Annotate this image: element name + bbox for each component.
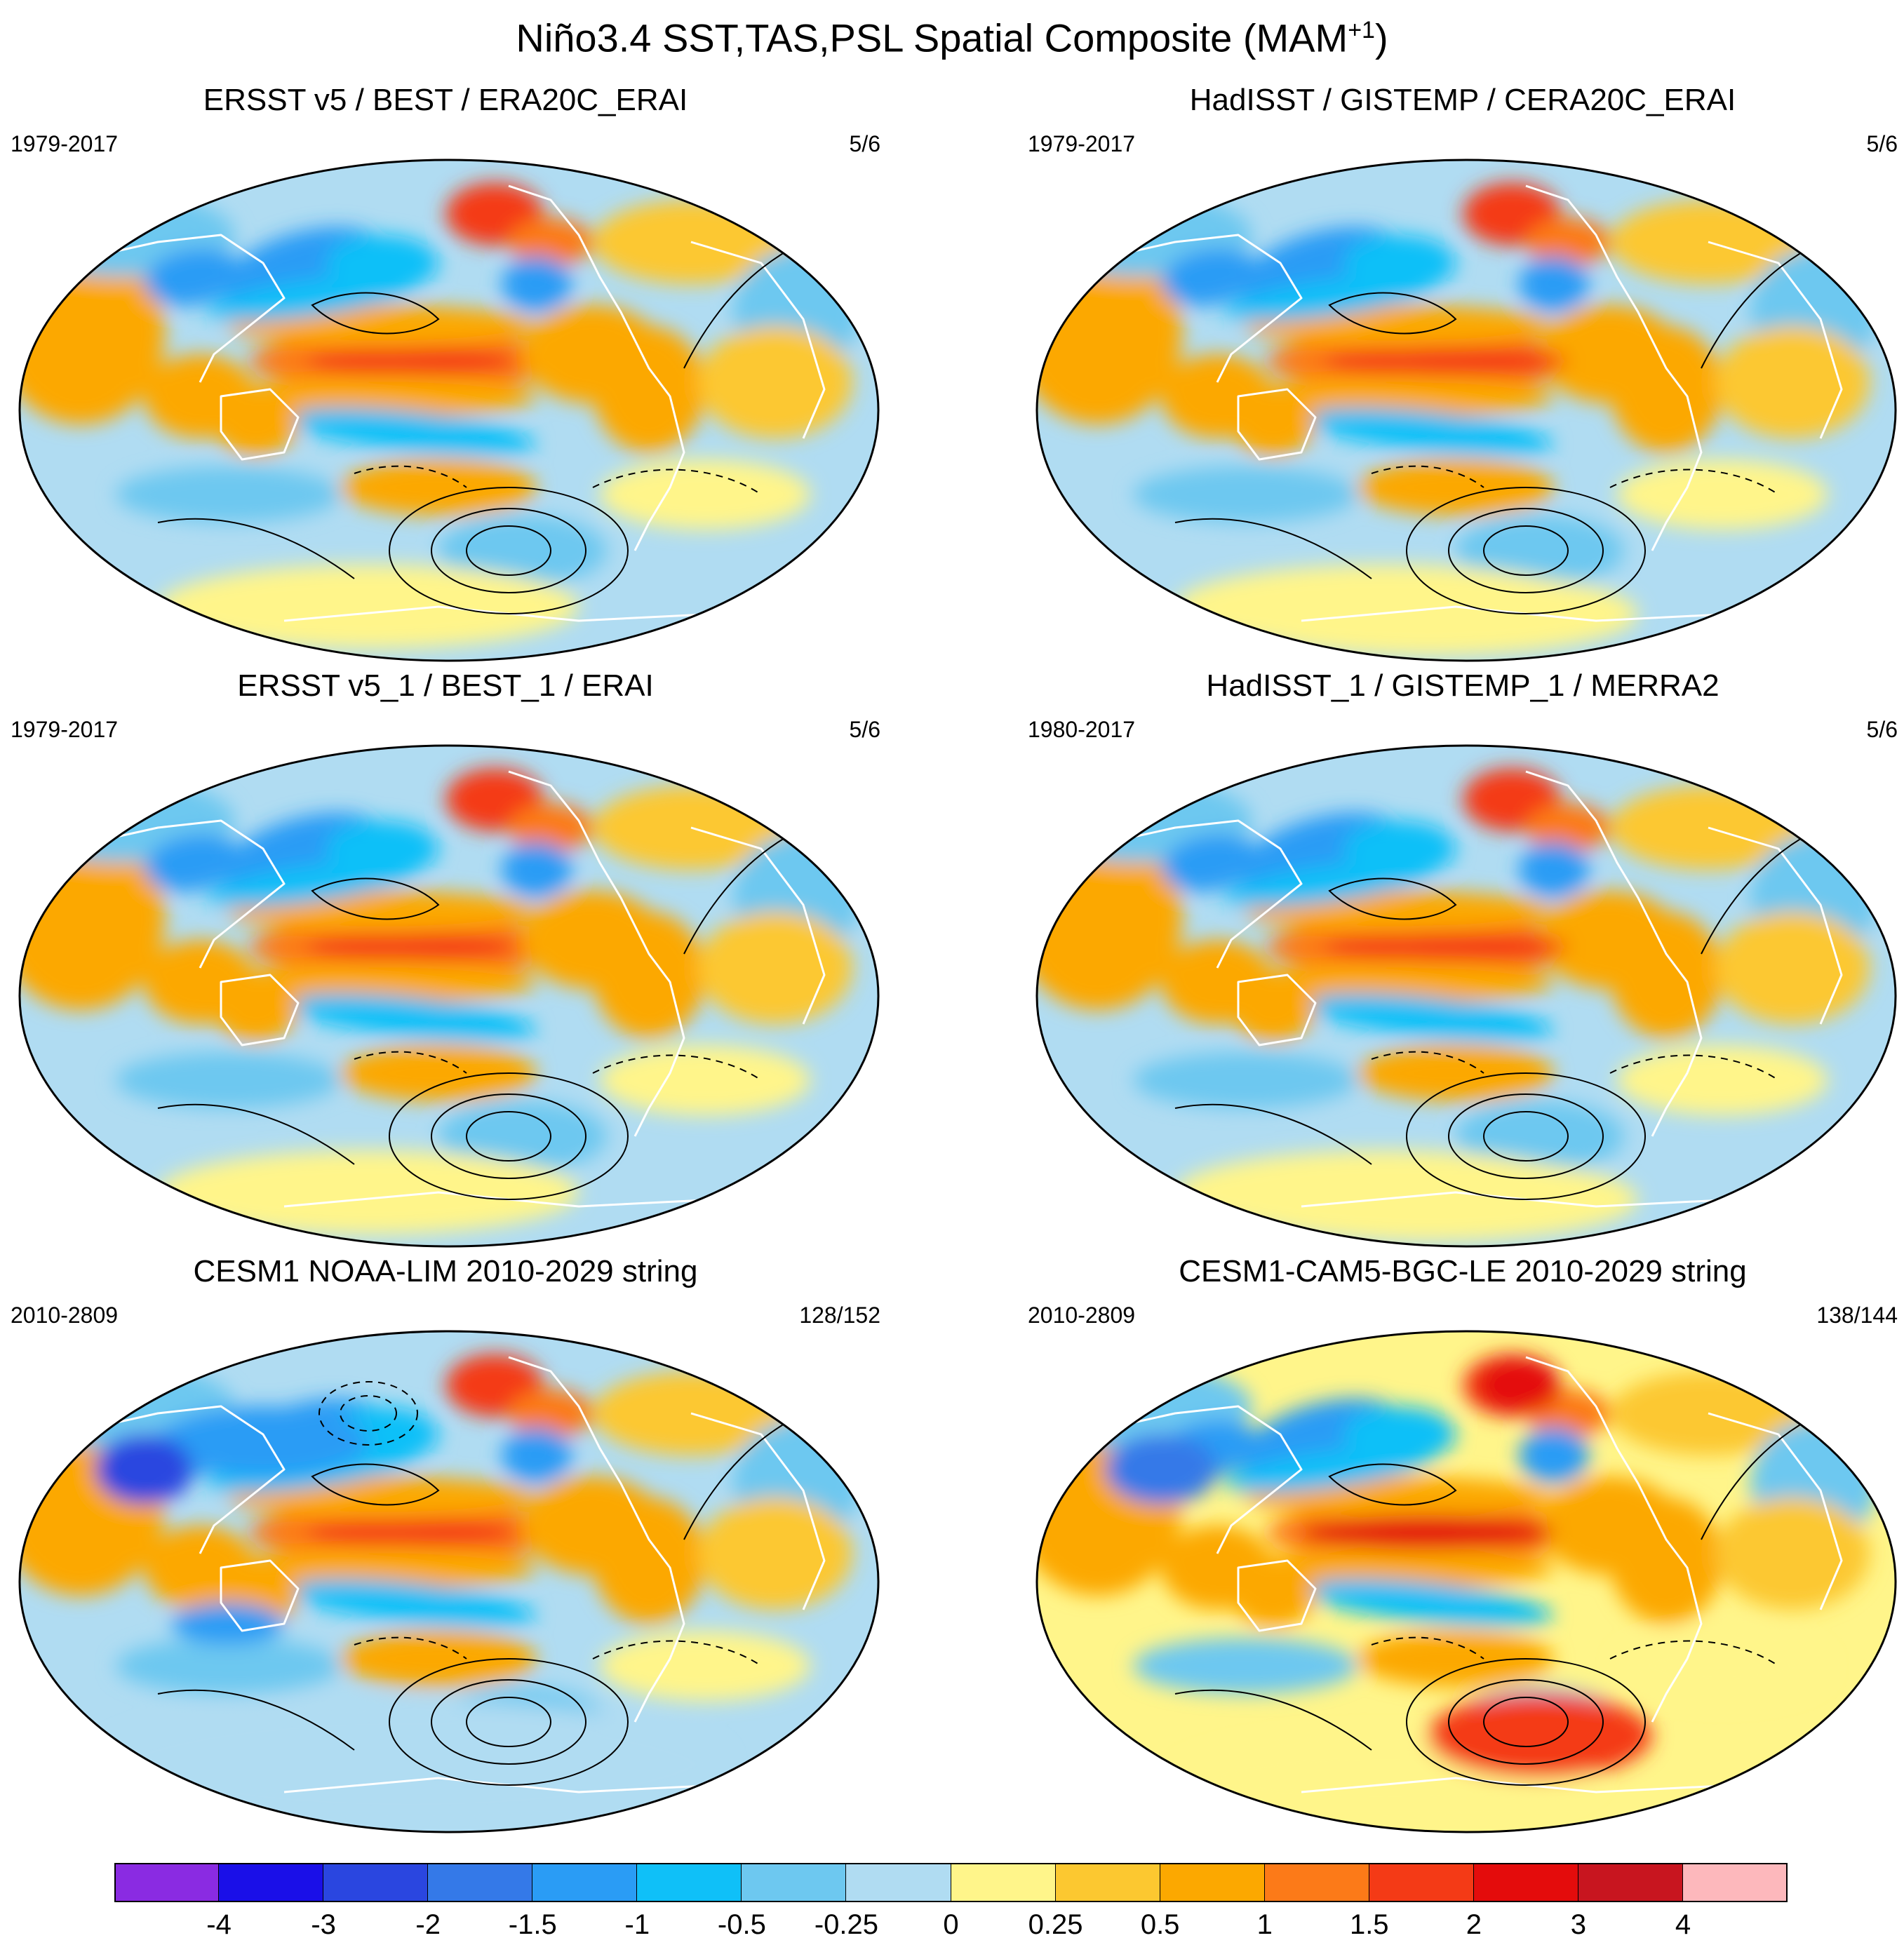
composite-map xyxy=(1035,744,1897,1248)
panel-ratio: 5/6 xyxy=(1866,131,1898,156)
map-panel-6: CESM1-CAM5-BGC-LE 2010-2029 string 2010-… xyxy=(1021,1252,1904,1834)
colorbar-tick-label: -4 xyxy=(206,1909,232,1940)
panel-title: ERSST v5 / BEST / ERA20C_ERAI xyxy=(203,83,688,117)
panel-period: 1979-2017 xyxy=(11,717,119,742)
colorbar-swatch xyxy=(1264,1863,1369,1902)
colorbar-swatch xyxy=(532,1863,638,1902)
map-panel-1: ERSST v5 / BEST / ERA20C_ERAI 1979-2017 … xyxy=(4,81,887,663)
map-panel-2: HadISST / GISTEMP / CERA20C_ERAI 1979-20… xyxy=(1021,81,1904,663)
colorbar-tick-label: -0.5 xyxy=(717,1909,766,1940)
colorbar-swatch xyxy=(1369,1863,1474,1902)
map-panel-5: CESM1 NOAA-LIM 2010-2029 string 2010-280… xyxy=(4,1252,887,1834)
colorbar-tick-label: 1 xyxy=(1256,1909,1273,1940)
colorbar-swatch xyxy=(323,1863,429,1902)
colorbar xyxy=(114,1863,1788,1902)
colorbar-swatch xyxy=(428,1863,533,1902)
composite-map xyxy=(18,159,880,662)
composite-map xyxy=(18,744,880,1248)
map-panel-3: ERSST v5_1 / BEST_1 / ERAI 1979-2017 5/6 xyxy=(4,666,887,1248)
panel-ratio: 128/152 xyxy=(799,1303,880,1328)
colorbar-tick-label: 1.5 xyxy=(1349,1909,1389,1940)
colorbar-swatch xyxy=(846,1863,951,1902)
colorbar-tick-label: 0.5 xyxy=(1140,1909,1180,1940)
panel-title: CESM1 NOAA-LIM 2010-2029 string xyxy=(193,1254,698,1288)
composite-map xyxy=(18,1330,880,1833)
panel-title: HadISST / GISTEMP / CERA20C_ERAI xyxy=(1189,83,1736,117)
main-title: Niño3.4 SST,TAS,PSL Spatial Composite (M… xyxy=(0,6,1904,63)
panel-period: 1979-2017 xyxy=(1028,131,1136,156)
colorbar-tick-label: 4 xyxy=(1675,1909,1691,1940)
panel-title: HadISST_1 / GISTEMP_1 / MERRA2 xyxy=(1206,668,1719,703)
main-title-text: Niño3.4 SST,TAS,PSL Spatial Composite (M… xyxy=(516,15,1348,60)
colorbar-swatch xyxy=(951,1863,1056,1902)
colorbar-tick-label: -2 xyxy=(415,1909,441,1940)
colorbar-swatch xyxy=(1682,1863,1788,1902)
colorbar-swatch xyxy=(1055,1863,1160,1902)
panel-title: CESM1-CAM5-BGC-LE 2010-2029 string xyxy=(1179,1254,1747,1288)
colorbar-tick-label: 3 xyxy=(1570,1909,1586,1940)
colorbar-tick-label: 0.25 xyxy=(1028,1909,1083,1940)
composite-map xyxy=(1035,159,1897,662)
panel-ratio: 5/6 xyxy=(849,717,880,742)
colorbar-swatch xyxy=(1473,1863,1578,1902)
panel-ratio: 5/6 xyxy=(849,131,880,156)
main-title-superscript: +1 xyxy=(1348,17,1375,43)
map-panel-4: HadISST_1 / GISTEMP_1 / MERRA2 1980-2017… xyxy=(1021,666,1904,1248)
colorbar-tick-label: -3 xyxy=(311,1909,336,1940)
colorbar-swatch xyxy=(1160,1863,1265,1902)
colorbar-tick-label: -1 xyxy=(624,1909,650,1940)
colorbar-swatch xyxy=(219,1863,324,1902)
colorbar-swatch xyxy=(637,1863,742,1902)
colorbar-tick-label: 2 xyxy=(1466,1909,1482,1940)
composite-map xyxy=(1035,1330,1897,1833)
panel-ratio: 138/144 xyxy=(1816,1303,1898,1328)
colorbar-swatch xyxy=(114,1863,220,1902)
panel-title: ERSST v5_1 / BEST_1 / ERAI xyxy=(237,668,654,703)
panel-period: 2010-2809 xyxy=(1028,1303,1136,1328)
panel-period: 1980-2017 xyxy=(1028,717,1136,742)
panel-period: 2010-2809 xyxy=(11,1303,119,1328)
colorbar-swatch xyxy=(1578,1863,1683,1902)
colorbar-tick-label: -0.25 xyxy=(814,1909,879,1940)
colorbar-tick-label: 0 xyxy=(943,1909,959,1940)
colorbar-swatch xyxy=(742,1863,847,1902)
main-title-close: ) xyxy=(1374,15,1388,60)
panel-ratio: 5/6 xyxy=(1866,717,1898,742)
panel-period: 1979-2017 xyxy=(11,131,119,156)
colorbar-tick-label: -1.5 xyxy=(508,1909,557,1940)
